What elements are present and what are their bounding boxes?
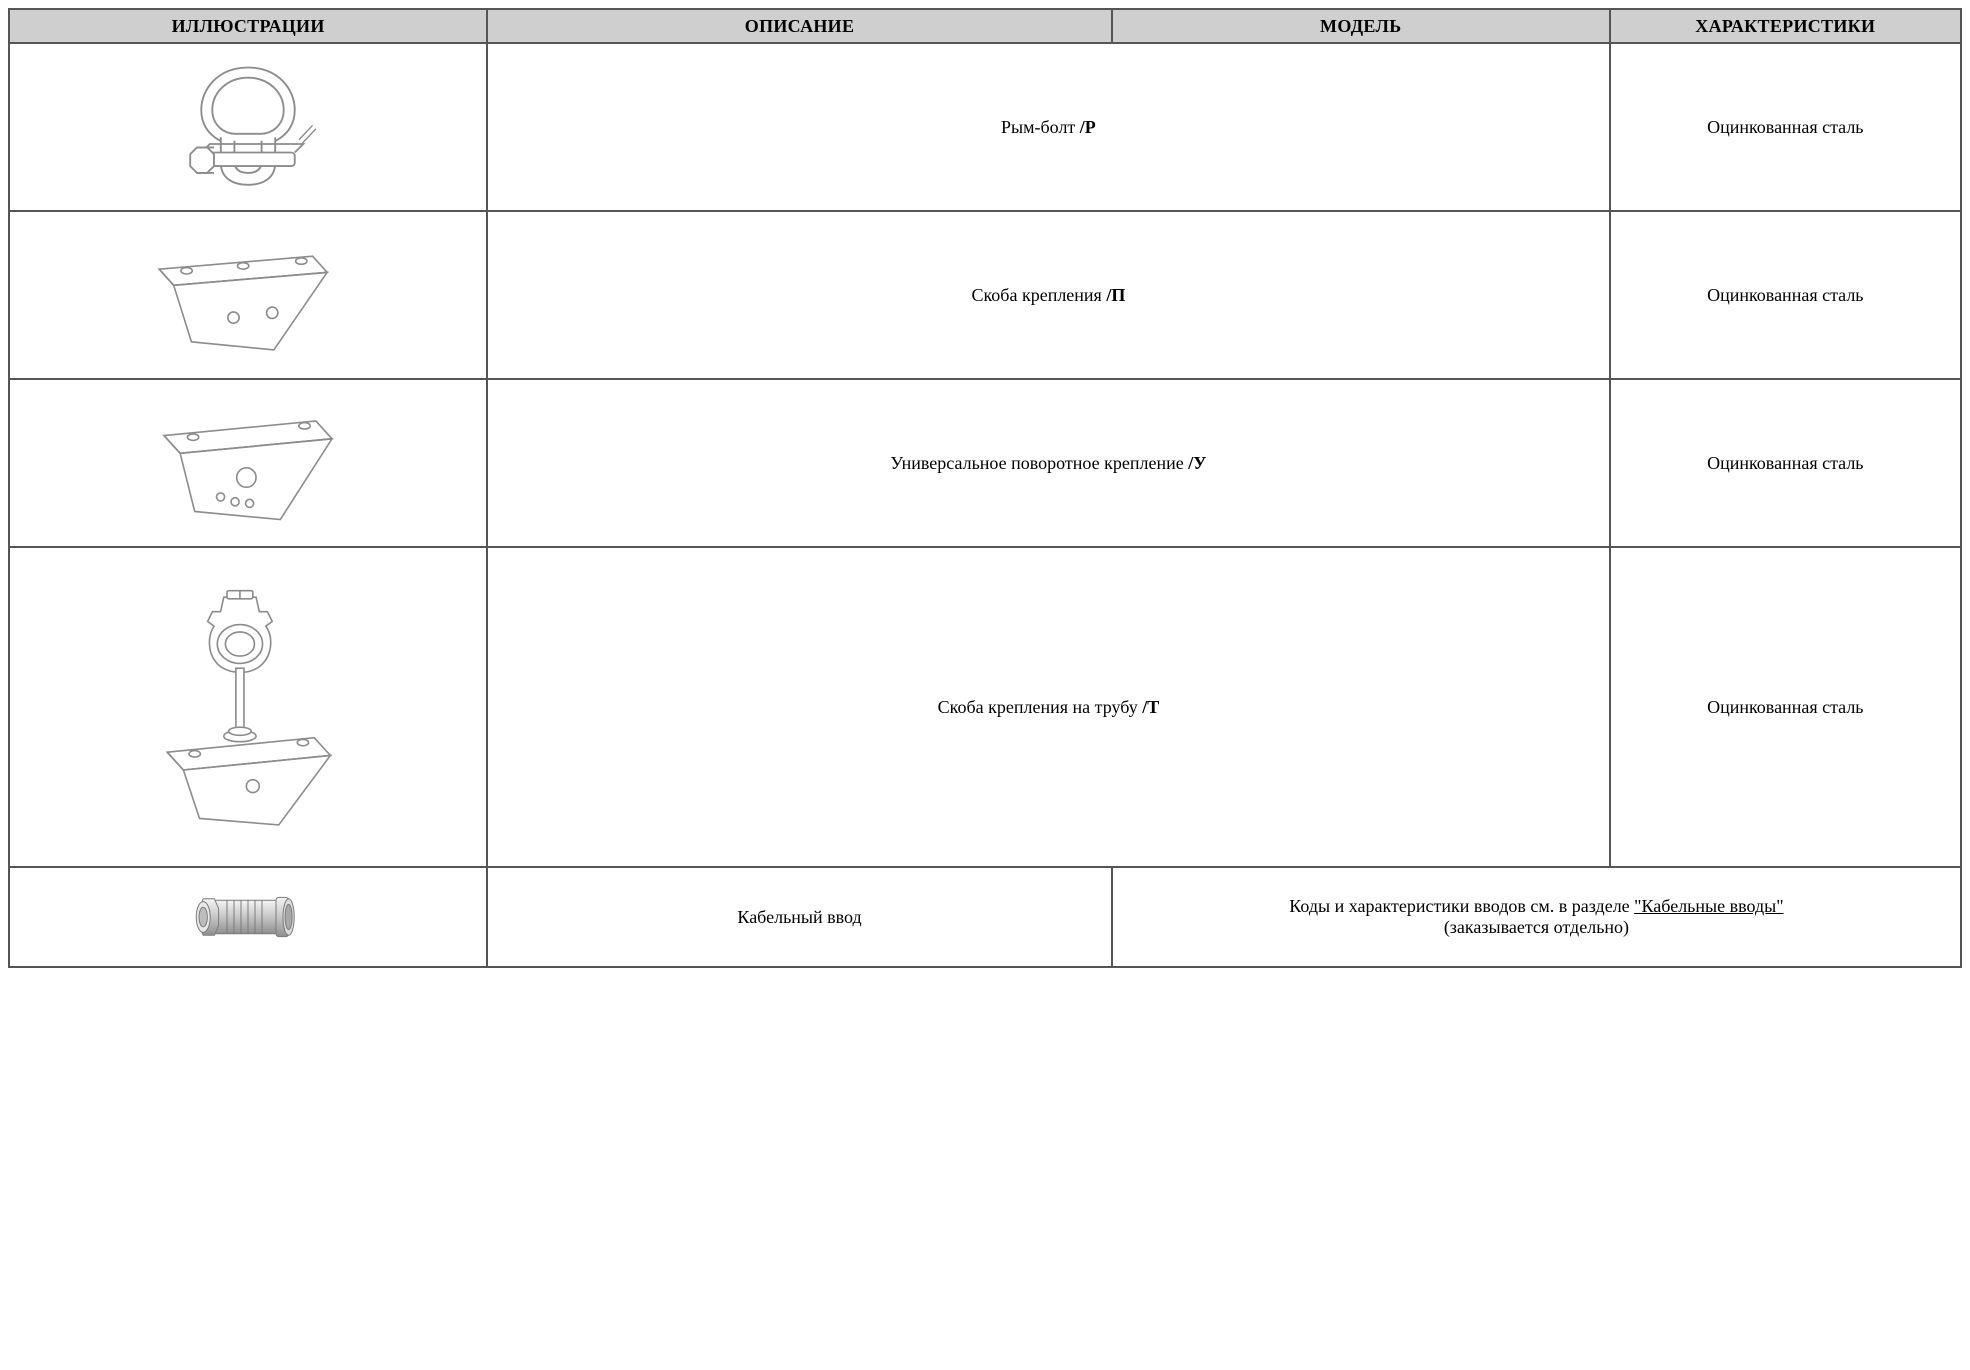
description-code: /Т [1142,697,1159,717]
col-header-illustration: ИЛЛЮСТРАЦИИ [9,9,487,43]
description-text: Универсальное поворотное крепление [890,453,1188,473]
model-spec-text-pre: Коды и характеристики вводов см. в разде… [1289,896,1634,916]
spec-cell: Оцинкованная сталь [1610,547,1961,867]
description-cell: Скоба крепления на трубу /Т [487,547,1609,867]
model-spec-text-post: (заказывается отдельно) [1444,917,1629,937]
description-text: Кабельный ввод [737,907,861,927]
model-spec-merged-cell: Коды и характеристики вводов см. в разде… [1112,867,1961,967]
pipe-bracket-icon [16,552,480,862]
cable-glands-link[interactable]: "Кабельные вводы" [1634,896,1783,916]
table-row: Рым-болт /Р Оцинкованная сталь [9,43,1961,211]
swivel-bracket-icon [16,384,480,542]
description-code: /Р [1080,117,1096,137]
col-header-model: МОДЕЛЬ [1112,9,1610,43]
cable-gland-icon [16,872,480,962]
spec-cell: Оцинкованная сталь [1610,43,1961,211]
illustration-cell [9,211,487,379]
col-header-description: ОПИСАНИЕ [487,9,1112,43]
description-cell: Рым-болт /Р [487,43,1609,211]
description-text: Скоба крепления на трубу [938,697,1143,717]
illustration-cell [9,43,487,211]
illustration-cell [9,547,487,867]
spec-cell: Оцинкованная сталь [1610,379,1961,547]
illustration-cell [9,867,487,967]
eyebolt-icon [16,48,480,206]
table-row: Скоба крепления на трубу /Т Оцинкованная… [9,547,1961,867]
description-text: Скоба крепления [971,285,1106,305]
table-row: Универсальное поворотное крепление /У Оц… [9,379,1961,547]
description-code: /П [1106,285,1125,305]
description-cell: Кабельный ввод [487,867,1112,967]
col-header-specs: ХАРАКТЕРИСТИКИ [1610,9,1961,43]
illustration-cell [9,379,487,547]
spec-cell: Оцинкованная сталь [1610,211,1961,379]
bracket-icon [16,216,480,374]
table-header-row: ИЛЛЮСТРАЦИИ ОПИСАНИЕ МОДЕЛЬ ХАРАКТЕРИСТИ… [9,9,1961,43]
table-row: Кабельный ввод Коды и характеристики вво… [9,867,1961,967]
description-code: /У [1188,453,1206,473]
table-row: Скоба крепления /П Оцинкованная сталь [9,211,1961,379]
parts-table: ИЛЛЮСТРАЦИИ ОПИСАНИЕ МОДЕЛЬ ХАРАКТЕРИСТИ… [8,8,1962,968]
description-text: Рым-болт [1001,117,1080,137]
description-cell: Скоба крепления /П [487,211,1609,379]
description-cell: Универсальное поворотное крепление /У [487,379,1609,547]
